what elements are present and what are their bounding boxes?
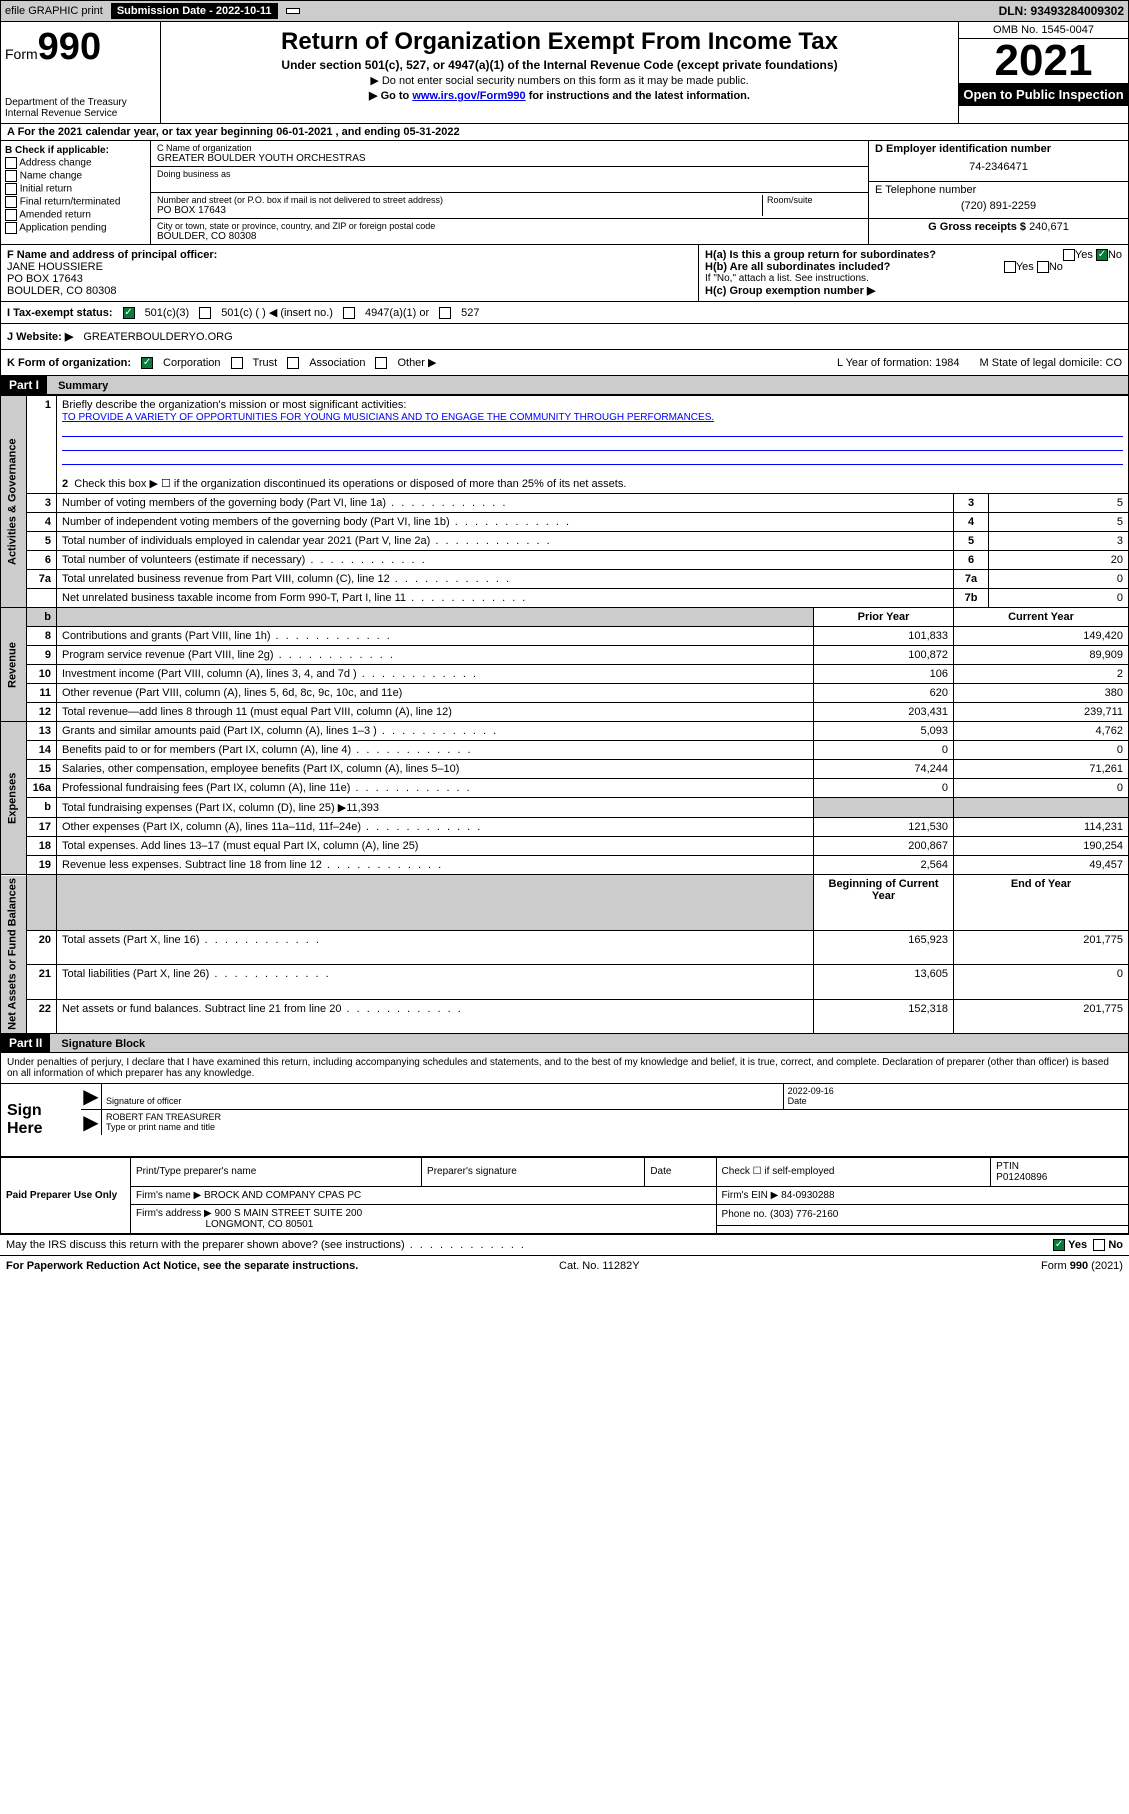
row-f-officer: F Name and address of principal officer:… <box>0 245 1129 302</box>
part1-bar: Part I Summary <box>0 376 1129 395</box>
firm-name: BROCK AND COMPANY CPAS PC <box>204 1190 361 1201</box>
cb-501c[interactable] <box>199 307 211 319</box>
firm-ein: 84-0930288 <box>781 1190 834 1201</box>
dln: DLN: 93493284009302 <box>999 4 1124 18</box>
cb-name-change[interactable]: Name change <box>5 170 146 182</box>
firm-addr: 900 S MAIN STREET SUITE 200 <box>215 1208 363 1219</box>
mission-text: TO PROVIDE A VARIETY OF OPPORTUNITIES FO… <box>62 412 714 423</box>
title-box: Return of Organization Exempt From Incom… <box>161 22 958 123</box>
part2-bar: Part II Signature Block <box>0 1034 1129 1053</box>
cb-app-pending[interactable]: Application pending <box>5 222 146 234</box>
form-page: Form 990 (2021) <box>1041 1260 1123 1272</box>
submission-date-box <box>286 8 300 14</box>
side-netassets: Net Assets or Fund Balances <box>1 875 27 1034</box>
org-address: PO BOX 17643 <box>157 205 762 216</box>
cb-discuss-no[interactable] <box>1093 1239 1105 1251</box>
telephone: (720) 891-2259 <box>875 196 1122 216</box>
officer-signature-name: ROBERT FAN TREASURER <box>106 1112 221 1122</box>
cb-final-return[interactable]: Final return/terminated <box>5 196 146 208</box>
sign-here-label: Sign Here <box>1 1084 81 1156</box>
org-city: BOULDER, CO 80308 <box>157 231 862 242</box>
info-grid: B Check if applicable: Address change Na… <box>0 141 1129 245</box>
col-b-checkboxes: B Check if applicable: Address change Na… <box>1 141 151 244</box>
dept-treasury: Department of the Treasury Internal Reve… <box>5 97 156 119</box>
irs-link[interactable]: www.irs.gov/Form990 <box>412 90 525 102</box>
col-c-org: C Name of organizationGREATER BOULDER YO… <box>151 141 868 244</box>
topbar: efile GRAPHIC print Submission Date - 20… <box>0 0 1129 22</box>
form-number-box: Form990 Department of the Treasury Inter… <box>1 22 161 123</box>
ein: 74-2346471 <box>875 155 1122 179</box>
cb-address-change[interactable]: Address change <box>5 157 146 169</box>
gross-receipts: 240,671 <box>1029 221 1069 233</box>
cb-corporation[interactable] <box>141 357 153 369</box>
signature-section: Under penalties of perjury, I declare th… <box>0 1053 1129 1157</box>
website-url: GREATERBOULDERYO.ORG <box>83 331 232 343</box>
year-box: OMB No. 1545-0047 2021 Open to Public In… <box>958 22 1128 123</box>
efile-label[interactable]: efile GRAPHIC print <box>5 5 103 17</box>
perjury-declaration: Under penalties of perjury, I declare th… <box>1 1053 1128 1083</box>
form-title: Return of Organization Exempt From Incom… <box>169 28 950 56</box>
org-name: GREATER BOULDER YOUTH ORCHESTRAS <box>157 153 862 164</box>
cb-trust[interactable] <box>231 357 243 369</box>
cb-other[interactable] <box>375 357 387 369</box>
cb-527[interactable] <box>439 307 451 319</box>
tax-year: 2021 <box>959 39 1128 83</box>
goto-note: ▶ Go to www.irs.gov/Form990 for instruct… <box>169 89 950 102</box>
preparer-table: Paid Preparer Use Only Print/Type prepar… <box>0 1157 1129 1234</box>
discuss-row: May the IRS discuss this return with the… <box>0 1234 1129 1255</box>
col-d-ein: D Employer identification number74-23464… <box>868 141 1128 244</box>
submission-date: Submission Date - 2022-10-11 <box>111 3 278 19</box>
officer-name: JANE HOUSSIERE <box>7 261 103 273</box>
form-subtitle: Under section 501(c), 527, or 4947(a)(1)… <box>169 58 950 72</box>
open-inspection: Open to Public Inspection <box>959 83 1128 106</box>
cb-amended[interactable]: Amended return <box>5 209 146 221</box>
k-org-row: K Form of organization: Corporation Trus… <box>0 350 1129 376</box>
website-row: J Website: ▶ GREATERBOULDERYO.ORG <box>0 324 1129 350</box>
cat-no: Cat. No. 11282Y <box>559 1260 640 1272</box>
cb-discuss-yes[interactable] <box>1053 1239 1065 1251</box>
cb-initial-return[interactable]: Initial return <box>5 183 146 195</box>
firm-phone: (303) 776-2160 <box>770 1209 838 1220</box>
year-formation: L Year of formation: 1984 <box>837 357 960 369</box>
side-revenue: Revenue <box>1 608 27 722</box>
side-expenses: Expenses <box>1 722 27 875</box>
ssn-note: ▶ Do not enter social security numbers o… <box>169 74 950 87</box>
ptin: P01240896 <box>996 1172 1047 1183</box>
side-governance: Activities & Governance <box>1 396 27 608</box>
cb-501c3[interactable] <box>123 307 135 319</box>
footer: For Paperwork Reduction Act Notice, see … <box>0 1255 1129 1276</box>
section-a: A For the 2021 calendar year, or tax yea… <box>0 124 1129 141</box>
tax-status-row: I Tax-exempt status: 501(c)(3) 501(c) ( … <box>0 302 1129 324</box>
form-header: Form990 Department of the Treasury Inter… <box>0 22 1129 124</box>
cb-4947[interactable] <box>343 307 355 319</box>
cb-association[interactable] <box>287 357 299 369</box>
state-domicile: M State of legal domicile: CO <box>980 357 1122 369</box>
summary-table: Activities & Governance 1 Briefly descri… <box>0 395 1129 1034</box>
paid-preparer-label: Paid Preparer Use Only <box>1 1157 131 1233</box>
